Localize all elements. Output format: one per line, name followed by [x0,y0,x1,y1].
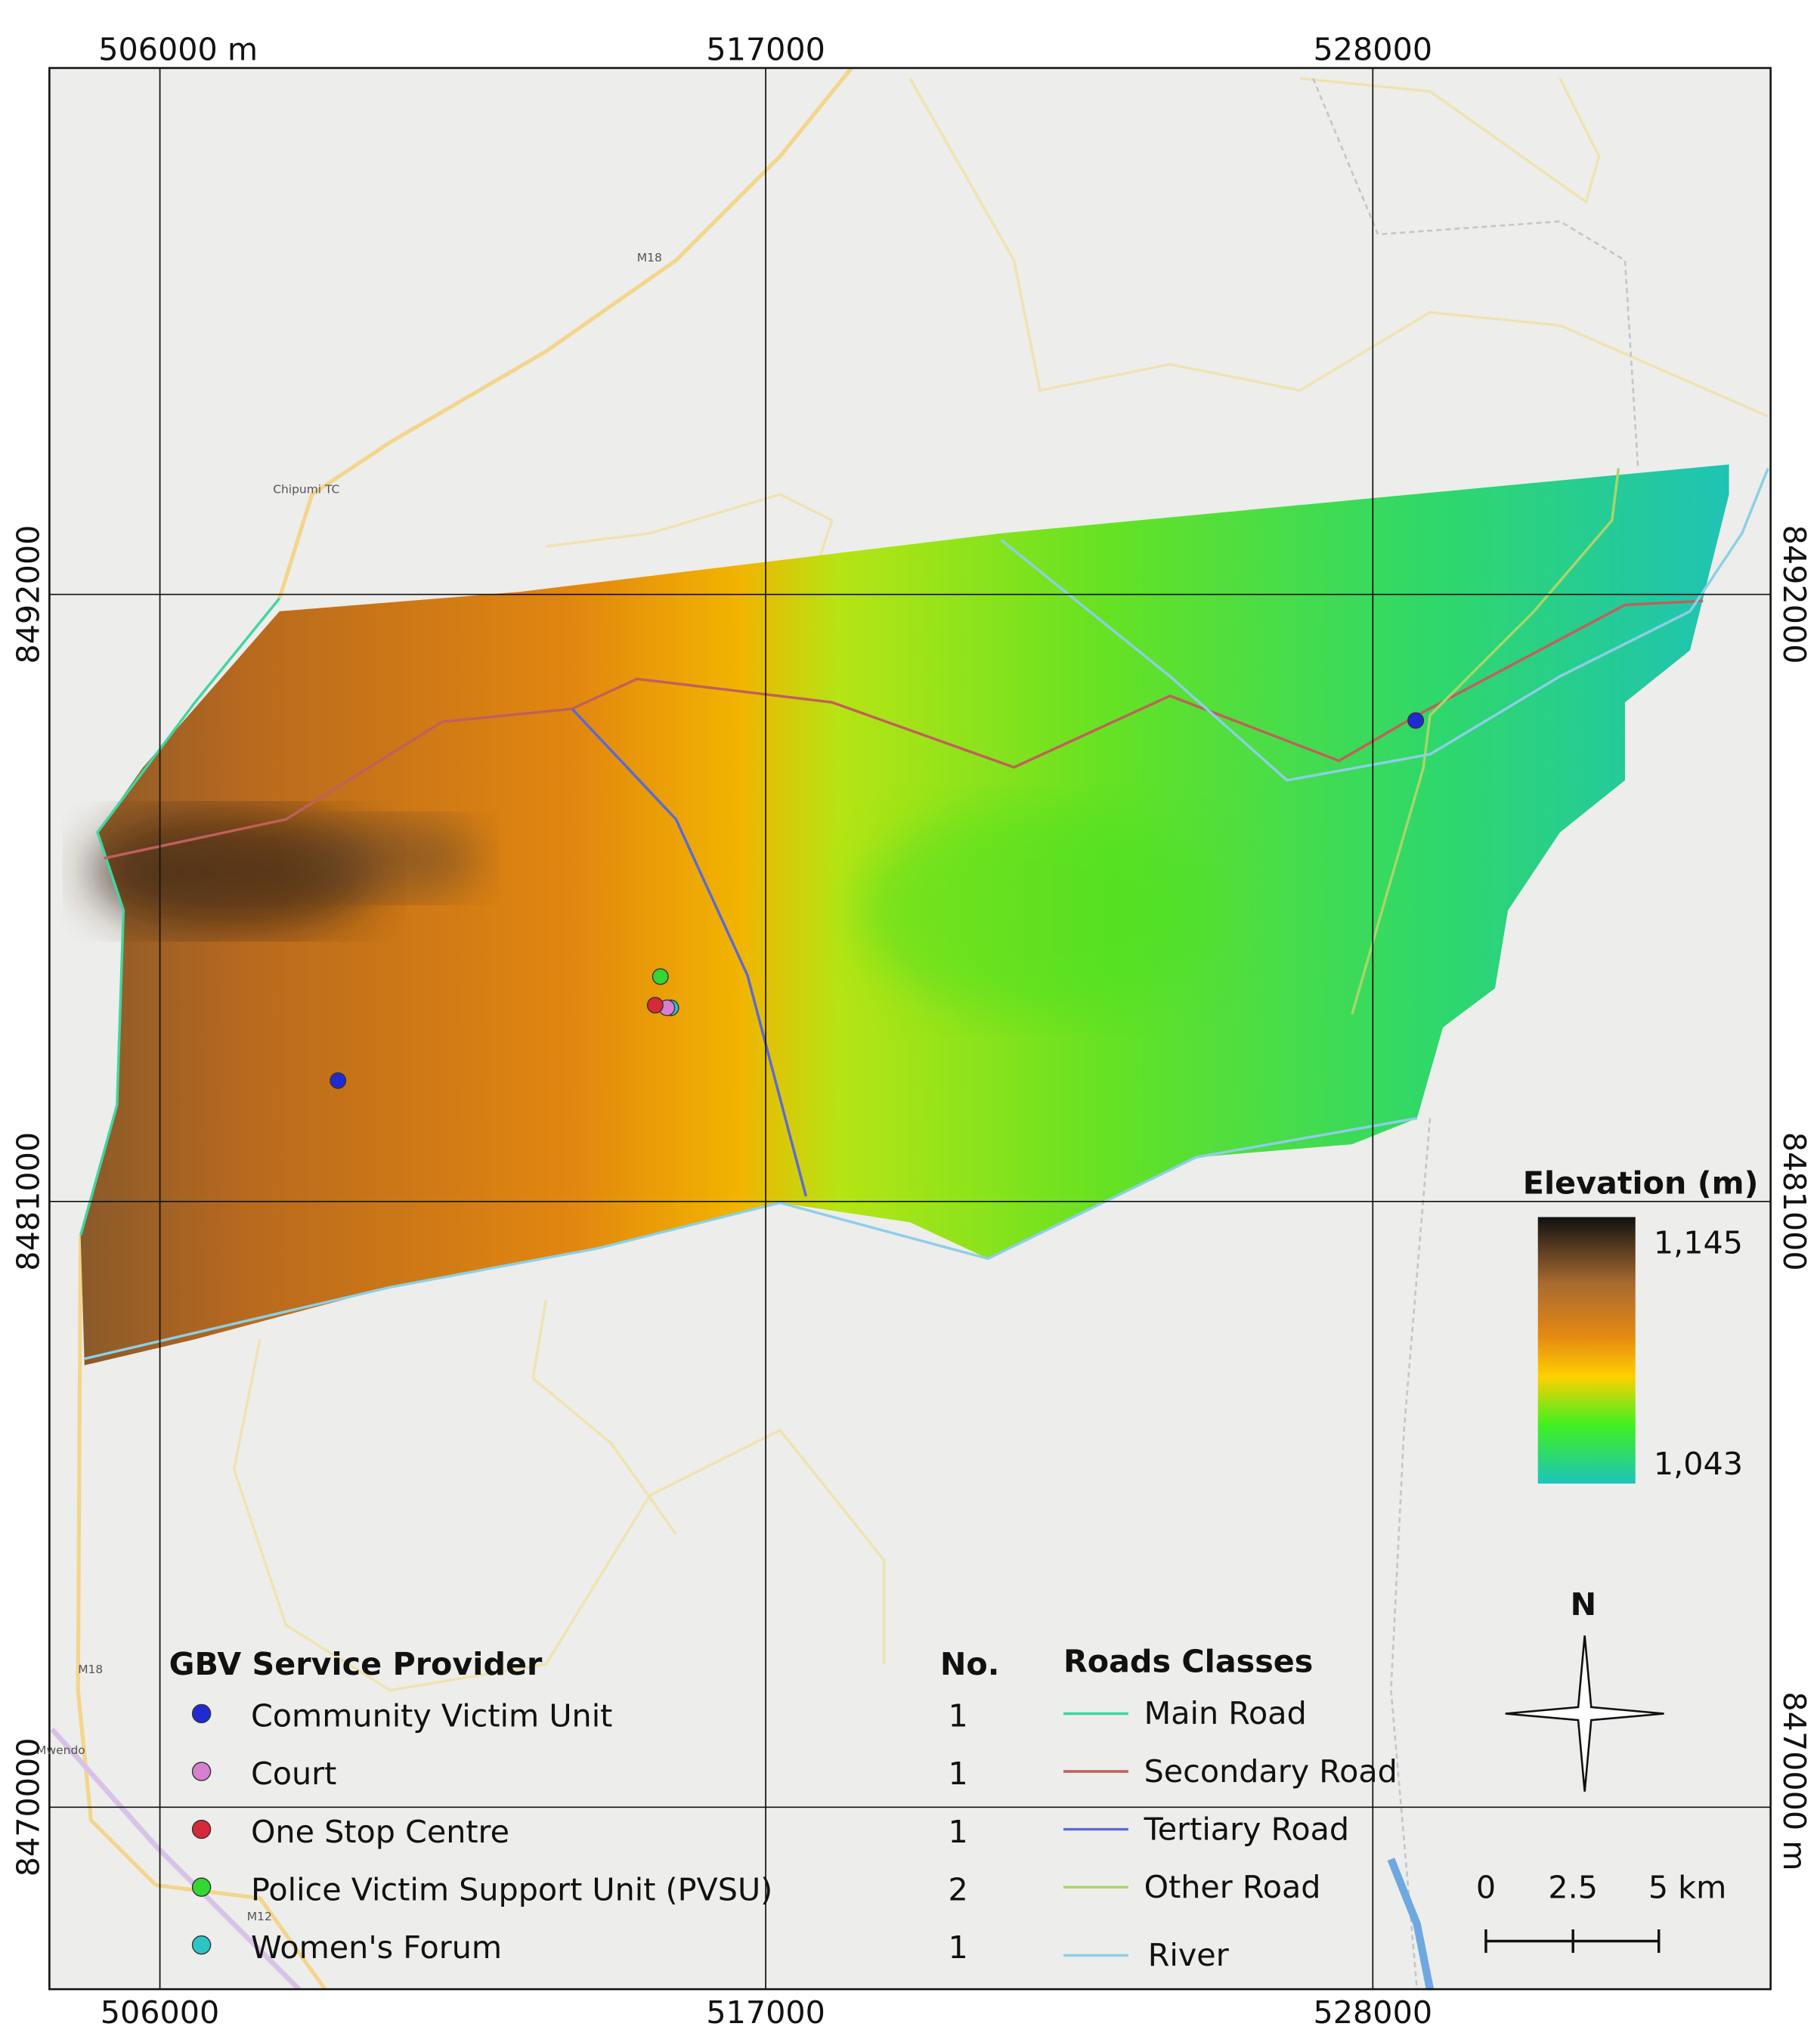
legend-count: 1 [949,1929,968,1966]
legend-swatch [191,1819,212,1839]
legend-label: Court [251,1756,336,1792]
legend-label: Other Road [1144,1869,1321,1905]
place-label: Mwendo [36,1743,85,1757]
scale-bar [1484,1929,1661,1953]
grid-label: 528000 [1314,1994,1433,2031]
legend-label: One Stop Centre [251,1814,509,1850]
grid-label: 8492000 [1776,525,1812,664]
north-label: N [1571,1586,1597,1623]
grid-label: 8481000 [11,1132,47,1271]
service-points [330,712,1425,1089]
grid-label: 8481000 [1776,1132,1812,1271]
scale-label: 5 km [1648,1870,1726,1906]
place-label: Chipumi TC [273,482,339,496]
road-label: M18 [637,251,662,265]
map-frame [48,67,1772,1991]
elevation-title: Elevation (m) [1523,1165,1759,1201]
count-header: No. [940,1646,1000,1682]
north-arrow [1505,1635,1664,1792]
elevation-surface [80,464,1729,1366]
grid [49,67,1771,1990]
grid-label: 506000 m [98,32,258,68]
service-legend-title: GBV Service Provider [169,1646,543,1682]
legend-count: 1 [949,1814,968,1850]
legend-label: Women's Forum [251,1929,502,1966]
legend-count: 1 [949,1698,968,1734]
road-label: M12 [247,1910,272,1923]
legend-swatch [191,1877,212,1897]
basemap-roads [50,67,1769,1990]
legend-count: 2 [949,1871,968,1907]
legend-swatch [191,1762,212,1781]
roads-legend-title: Roads Classes [1063,1643,1313,1679]
scale-label: 2.5 [1548,1870,1598,1906]
grid-label: 517000 [706,32,825,68]
grid-label: 8470000 [11,1737,47,1876]
legend-label: Secondary Road [1144,1753,1398,1790]
grid-label: 8492000 [11,525,47,664]
roads [79,468,1769,1360]
grid-label: 506000 [101,1994,220,2031]
elevation-bar [1537,1217,1636,1484]
grid-label: 528000 [1314,32,1433,68]
legend-count: 1 [949,1756,968,1792]
legend-label: Main Road [1144,1695,1307,1731]
road-label: M18 [78,1663,103,1676]
legend-label: River [1148,1937,1229,1973]
legend-label: Community Victim Unit [251,1698,612,1734]
grid-label: 8470000 m [1776,1691,1812,1870]
elevation-max: 1,145 [1654,1225,1743,1261]
legend-swatch [191,1703,212,1724]
legend-label: Police Victim Support Unit (PVSU) [251,1871,772,1907]
legend-swatch [191,1935,212,1955]
legend-label: Tertiary Road [1144,1811,1350,1847]
elevation-min: 1,043 [1654,1446,1743,1482]
grid-label: 517000 [706,1994,825,2031]
scale-label: 0 [1476,1870,1496,1906]
